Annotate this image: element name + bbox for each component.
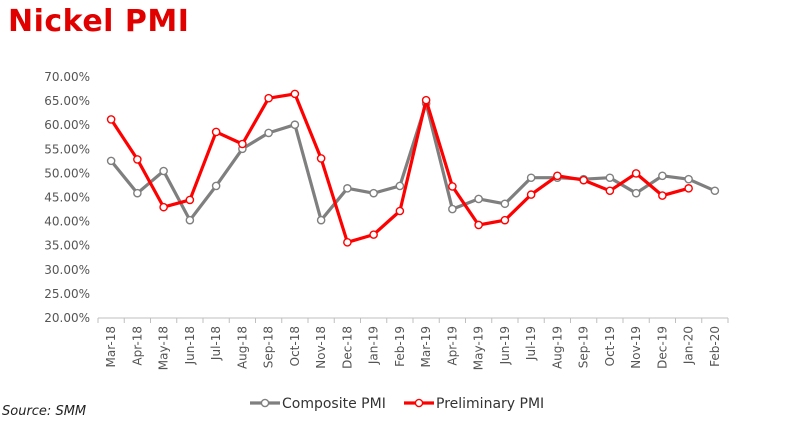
x-tick-label: Mar-19	[419, 326, 433, 367]
x-tick-label: Oct-18	[288, 326, 302, 366]
preliminary-pmi-point	[290, 89, 300, 99]
x-tick-label: Mar-18	[104, 326, 118, 367]
y-tick-label: 55.00%	[44, 142, 90, 156]
y-tick-label: 70.00%	[44, 70, 90, 84]
preliminary-pmi-point	[238, 139, 247, 149]
x-tick-label: Apr-19	[445, 326, 459, 366]
x-tick-label: Nov-18	[314, 326, 328, 369]
composite-pmi-point	[474, 194, 483, 204]
composite-pmi-point	[290, 120, 300, 130]
y-tick-label: 50.00%	[44, 166, 90, 180]
preliminary-pmi-point	[185, 195, 195, 205]
preliminary-pmi-point	[159, 202, 168, 212]
composite-pmi-point	[526, 173, 536, 183]
composite-pmi-point	[133, 188, 142, 198]
y-tick-label: 60.00%	[44, 118, 90, 132]
x-tick-label: Feb-19	[393, 326, 407, 367]
composite-pmi-legend-label: Composite PMI	[282, 396, 386, 412]
composite-pmi-point	[369, 188, 378, 198]
x-tick-label: Jul-18	[209, 326, 223, 361]
composite-pmi-point	[658, 171, 667, 181]
composite-pmi-point	[684, 174, 693, 184]
preliminary-pmi-line	[109, 92, 691, 244]
preliminary-pmi-point	[631, 169, 641, 178]
preliminary-pmi-point	[500, 215, 510, 225]
composite-pmi-point	[106, 156, 116, 166]
composite-pmi-point	[500, 199, 510, 209]
preliminary-pmi-point	[211, 127, 221, 137]
composite-pmi-point	[264, 128, 273, 138]
x-tick-label: Feb-20	[708, 326, 722, 367]
preliminary-pmi-point	[605, 186, 615, 196]
legend: Composite PMI Preliminary PMI	[250, 396, 544, 412]
preliminary-pmi-point	[106, 115, 116, 124]
composite-pmi-point	[211, 181, 221, 191]
y-tick-label: 20.00%	[44, 311, 90, 325]
preliminary-pmi-point	[448, 182, 457, 191]
x-tick-label: May-18	[157, 326, 171, 370]
composite-pmi-point	[631, 188, 641, 198]
preliminary-pmi-legend-marker	[414, 398, 424, 408]
composite-pmi-point	[343, 184, 352, 193]
x-tick-label: Dec-19	[655, 326, 669, 369]
y-tick-label: 35.00%	[44, 239, 90, 253]
preliminary-pmi-point	[369, 230, 378, 239]
series-layer	[106, 89, 720, 247]
preliminary-pmi-legend-label: Preliminary PMI	[436, 396, 544, 412]
preliminary-pmi-point	[421, 95, 431, 105]
x-tick-label: Dec-18	[340, 326, 354, 369]
x-tick-label: Apr-18	[130, 326, 144, 366]
composite-pmi-point	[448, 204, 457, 214]
x-tick-label: Oct-19	[603, 326, 617, 366]
preliminary-pmi-point	[316, 154, 326, 163]
x-tick-label: Aug-18	[235, 326, 249, 369]
x-tick-label: Jul-19	[524, 326, 538, 361]
preliminary-pmi-point	[343, 238, 352, 247]
source-note: Source: SMM	[2, 404, 87, 419]
composite-pmi-point	[710, 186, 720, 196]
preliminary-pmi-point	[658, 191, 667, 200]
preliminary-pmi-point	[553, 171, 562, 181]
y-tick-label: 45.00%	[44, 191, 90, 205]
preliminary-pmi-point	[579, 175, 588, 185]
y-tick-label: 30.00%	[44, 263, 90, 277]
x-tick-label: Jan-19	[367, 326, 381, 365]
composite-pmi-point	[395, 181, 405, 191]
axes: 20.00% 25.00% 30.00% 35.00% 40.00% 45.00% 50.0…	[44, 70, 729, 370]
composite-pmi-point	[316, 215, 326, 225]
preliminary-pmi-point	[474, 220, 483, 230]
y-tick-label: 40.00%	[44, 215, 90, 229]
preliminary-pmi-point	[395, 206, 405, 216]
preliminary-pmi-point	[684, 184, 693, 193]
y-tick-label: 65.00%	[44, 94, 90, 108]
preliminary-pmi-point	[264, 93, 273, 103]
y-tick-label: 25.00%	[44, 287, 90, 301]
composite-pmi-point	[159, 166, 168, 176]
x-tick-label: Jun-18	[183, 326, 197, 365]
composite-pmi-point	[605, 173, 615, 183]
composite-pmi-legend-marker	[260, 398, 270, 408]
chart-title: Nickel PMI	[8, 4, 190, 39]
x-tick-label: Sep-18	[262, 326, 276, 368]
x-tick-label: Nov-19	[629, 326, 643, 369]
preliminary-pmi-point	[526, 190, 536, 199]
x-tick-label: Sep-19	[577, 326, 591, 368]
x-tick-label: Aug-19	[550, 326, 564, 369]
preliminary-pmi-point	[133, 155, 142, 164]
x-tick-label: May-19	[472, 326, 486, 370]
composite-pmi-line	[109, 101, 717, 222]
composite-pmi-point	[185, 215, 195, 225]
x-tick-label: Jan-20	[682, 326, 696, 365]
x-tick-label: Jun-19	[498, 326, 512, 365]
